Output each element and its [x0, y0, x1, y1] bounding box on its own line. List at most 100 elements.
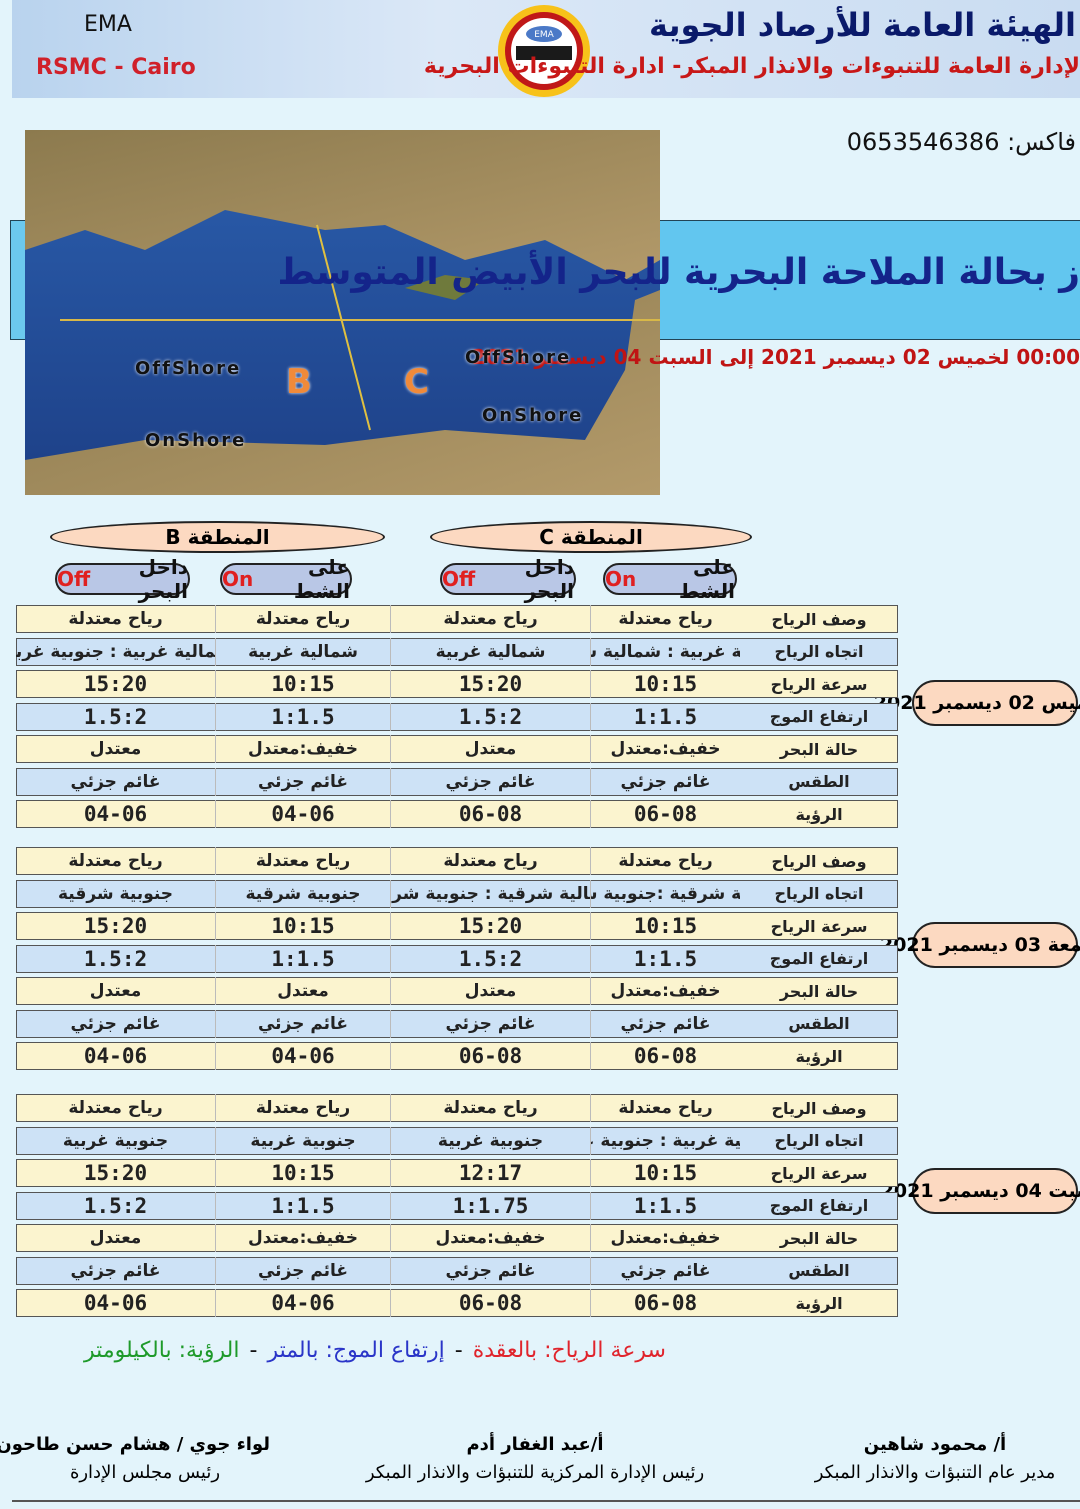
map-label: OffShore: [135, 358, 242, 379]
signature-name: أ/عبد الغفار أدم: [466, 1434, 604, 1455]
zone-header: المنطقة B: [50, 521, 385, 553]
svg-text:EMA: EMA: [534, 30, 554, 40]
table-cell: خفيف:معتدل: [215, 1224, 390, 1252]
map-label: OnShore: [482, 405, 584, 426]
signature-title: رئيس الإدارة المركزية للتنبؤات والانذار …: [365, 1462, 705, 1483]
table-cell: غائم جزئي: [390, 1009, 590, 1038]
org-en: EMA: [84, 12, 132, 37]
table-cell: 06-08: [590, 1289, 740, 1317]
table-cell: غائم جزئي: [390, 1256, 590, 1285]
row-label: سرعة الرياح: [770, 916, 868, 936]
table-cell: غائم جزئي: [590, 1009, 740, 1038]
table-cell: جنوبية شرقية: [215, 879, 390, 908]
table-cell: 15:20: [83, 672, 148, 696]
table-cell: 06-08: [590, 1042, 740, 1070]
day-label: الجمعة 03 ديسمبر 2021: [880, 922, 1080, 968]
map-label: OnShore: [145, 430, 247, 451]
column-label: على الشط: [678, 555, 735, 603]
table-cell: رياح معتدلة: [68, 851, 163, 871]
banner-left: [10, 220, 26, 340]
table-cell: شمالية غربية: [215, 637, 390, 666]
zone-column: Off داخل البحر: [55, 555, 190, 603]
table-cell: شمالية شرقية : جنوبية شرقية: [390, 879, 590, 908]
table-row: [16, 1094, 898, 1122]
table-cell: شمالية غربية : شمالية شرقية: [590, 637, 740, 666]
table-cell: معتدل: [215, 977, 390, 1005]
units-separator: -: [249, 1338, 258, 1363]
map-label: B: [286, 362, 314, 402]
row-label: ارتفاع الموج: [769, 949, 869, 968]
table-cell: 1:1.5: [590, 702, 740, 731]
table-row: [16, 1256, 898, 1285]
row-label: حالة البحر: [779, 1228, 859, 1248]
table-cell: 1:1.5: [590, 944, 740, 973]
row-label: الرؤية: [795, 804, 843, 824]
table-cell: 04-06: [215, 800, 390, 828]
unit-item: إرتفاع الموج: بالمتر: [267, 1338, 445, 1363]
table-cell: غائم جزئي: [390, 767, 590, 796]
column-code: Off: [442, 567, 476, 591]
table-cell: غائم جزئي: [70, 1260, 161, 1281]
table-cell: 10:15: [590, 670, 740, 698]
table-cell: شمالية غربية : جنوبية غربية: [590, 1126, 740, 1155]
table-row: [16, 944, 898, 973]
row-label: الطقس: [788, 1014, 850, 1033]
table-cell: غائم جزئي: [590, 767, 740, 796]
table-cell: 15:20: [390, 670, 590, 698]
table-cell: 12:17: [390, 1159, 590, 1187]
table-cell: 06-08: [390, 800, 590, 828]
logo: EMA: [498, 5, 590, 97]
table-cell: رياح معتدلة: [68, 1098, 163, 1118]
table-row: [16, 702, 898, 731]
table-row: [16, 800, 898, 828]
zone-column: On على الشط: [220, 555, 352, 603]
zone-column: On على الشط: [603, 555, 737, 603]
column-label: على الشط: [293, 555, 350, 603]
row-label: ارتفاع الموج: [769, 1196, 869, 1215]
table-row: [16, 735, 898, 763]
table-cell: رياح معتدلة: [215, 847, 390, 875]
signature-name: لواء جوي / هشام حسن طاحون: [0, 1434, 270, 1455]
table-cell: معتدل: [390, 977, 590, 1005]
day-label: الخميس 02 ديسمبر 2021: [874, 680, 1080, 726]
map: [25, 130, 660, 495]
table-cell: 15:20: [390, 912, 590, 940]
table-cell: جنوبية غربية: [215, 1126, 390, 1155]
table-cell: 06-08: [390, 1289, 590, 1317]
table-cell: 15:20: [83, 914, 148, 938]
units: سرعة الرياح: بالعقدة - إرتفاع الموج: بالمت…: [0, 1338, 1080, 1363]
table-cell: 1.5:2: [390, 702, 590, 731]
table-cell: 1:1.5: [215, 1191, 390, 1220]
table-cell: 1:1.5: [215, 702, 390, 731]
table-cell: رياح معتدلة: [390, 605, 590, 633]
table-row: [16, 1159, 898, 1187]
table-cell: رياح معتدلة: [390, 847, 590, 875]
day-label: السبت 04 ديسمبر 2021: [881, 1168, 1080, 1214]
row-label: وصف الرياح: [771, 1098, 867, 1118]
table-cell: خفيف:معتدل: [215, 735, 390, 763]
table-cell: خفيف:معتدل: [590, 735, 740, 763]
table-cell: 10:15: [215, 1159, 390, 1187]
table-cell: 1:1.5: [590, 1191, 740, 1220]
table-row: [16, 670, 898, 698]
table-cell: غائم جزئي: [70, 1013, 161, 1034]
table-cell: 10:15: [590, 912, 740, 940]
table-row: [16, 977, 898, 1005]
map-label: OffShore: [465, 347, 572, 368]
map-label: C: [404, 362, 431, 402]
table-cell: غائم جزئي: [215, 767, 390, 796]
row-label: اتجاه الرياح: [774, 642, 864, 661]
table-cell: 04-06: [215, 1289, 390, 1317]
table-cell: 1:1.5: [215, 944, 390, 973]
table-cell: 04-06: [83, 1044, 148, 1068]
unit-item: سرعة الرياح: بالعقدة: [472, 1338, 666, 1363]
table-cell: 1:1.75: [390, 1191, 590, 1220]
table-row: [16, 847, 898, 875]
table-cell: رياح معتدلة: [590, 605, 740, 633]
signature-title: مدير عام التنبؤات والانذار المبكر: [814, 1462, 1056, 1483]
row-label: الرؤية: [795, 1046, 843, 1066]
table-cell: رياح معتدلة: [590, 847, 740, 875]
table-cell: 10:15: [215, 912, 390, 940]
table-row: [16, 1289, 898, 1317]
